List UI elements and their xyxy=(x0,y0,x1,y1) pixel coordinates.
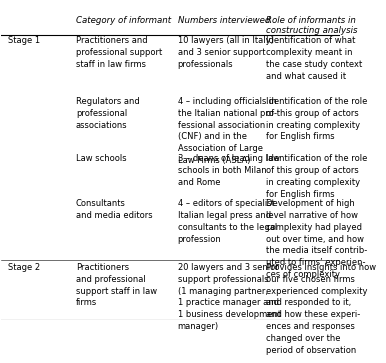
Text: Stage 1: Stage 1 xyxy=(8,36,40,45)
Text: Regulators and
professional
associations: Regulators and professional associations xyxy=(76,97,140,130)
Text: 4 – including officials in
the Italian national pro-
fessional association
(CNF): 4 – including officials in the Italian n… xyxy=(178,97,277,165)
Text: Practitioners
and professional
support staff in law
firms: Practitioners and professional support s… xyxy=(76,263,157,307)
Text: Category of informant: Category of informant xyxy=(76,16,171,25)
Text: 3 – deans of leading law
schools in both Milan
and Rome: 3 – deans of leading law schools in both… xyxy=(178,155,279,187)
Text: Provides insights into how
our five chosen firms
experienced complexity
and resp: Provides insights into how our five chos… xyxy=(266,263,376,355)
Text: Numbers interviewed: Numbers interviewed xyxy=(178,16,270,25)
Text: Development of high
level narrative of how
complexity had played
out over time, : Development of high level narrative of h… xyxy=(266,199,367,279)
Text: Consultants
and media editors: Consultants and media editors xyxy=(76,199,152,220)
Text: Identification of what
complexity meant in
the case study context
and what cause: Identification of what complexity meant … xyxy=(266,36,362,81)
Text: Role of informants in
constructing analysis: Role of informants in constructing analy… xyxy=(266,16,357,35)
Text: 10 lawyers (all in Italy)
and 3 senior support
professionals: 10 lawyers (all in Italy) and 3 senior s… xyxy=(178,36,274,69)
Text: Law schools: Law schools xyxy=(76,155,127,163)
Text: Identification of the role
of this group of actors
in creating complexity
for En: Identification of the role of this group… xyxy=(266,155,367,199)
Text: 20 lawyers and 3 senior
support professionals
(1 managing partner,
1 practice ma: 20 lawyers and 3 senior support professi… xyxy=(178,263,281,331)
Text: 4 – editors of specialist
Italian legal press and
consultants to the legal
profe: 4 – editors of specialist Italian legal … xyxy=(178,199,277,244)
Text: Stage 2: Stage 2 xyxy=(8,263,40,272)
Text: Identification of the role
of this group of actors
in creating complexity
for En: Identification of the role of this group… xyxy=(266,97,367,142)
Text: Practitioners and
professional support
staff in law firms: Practitioners and professional support s… xyxy=(76,36,162,69)
